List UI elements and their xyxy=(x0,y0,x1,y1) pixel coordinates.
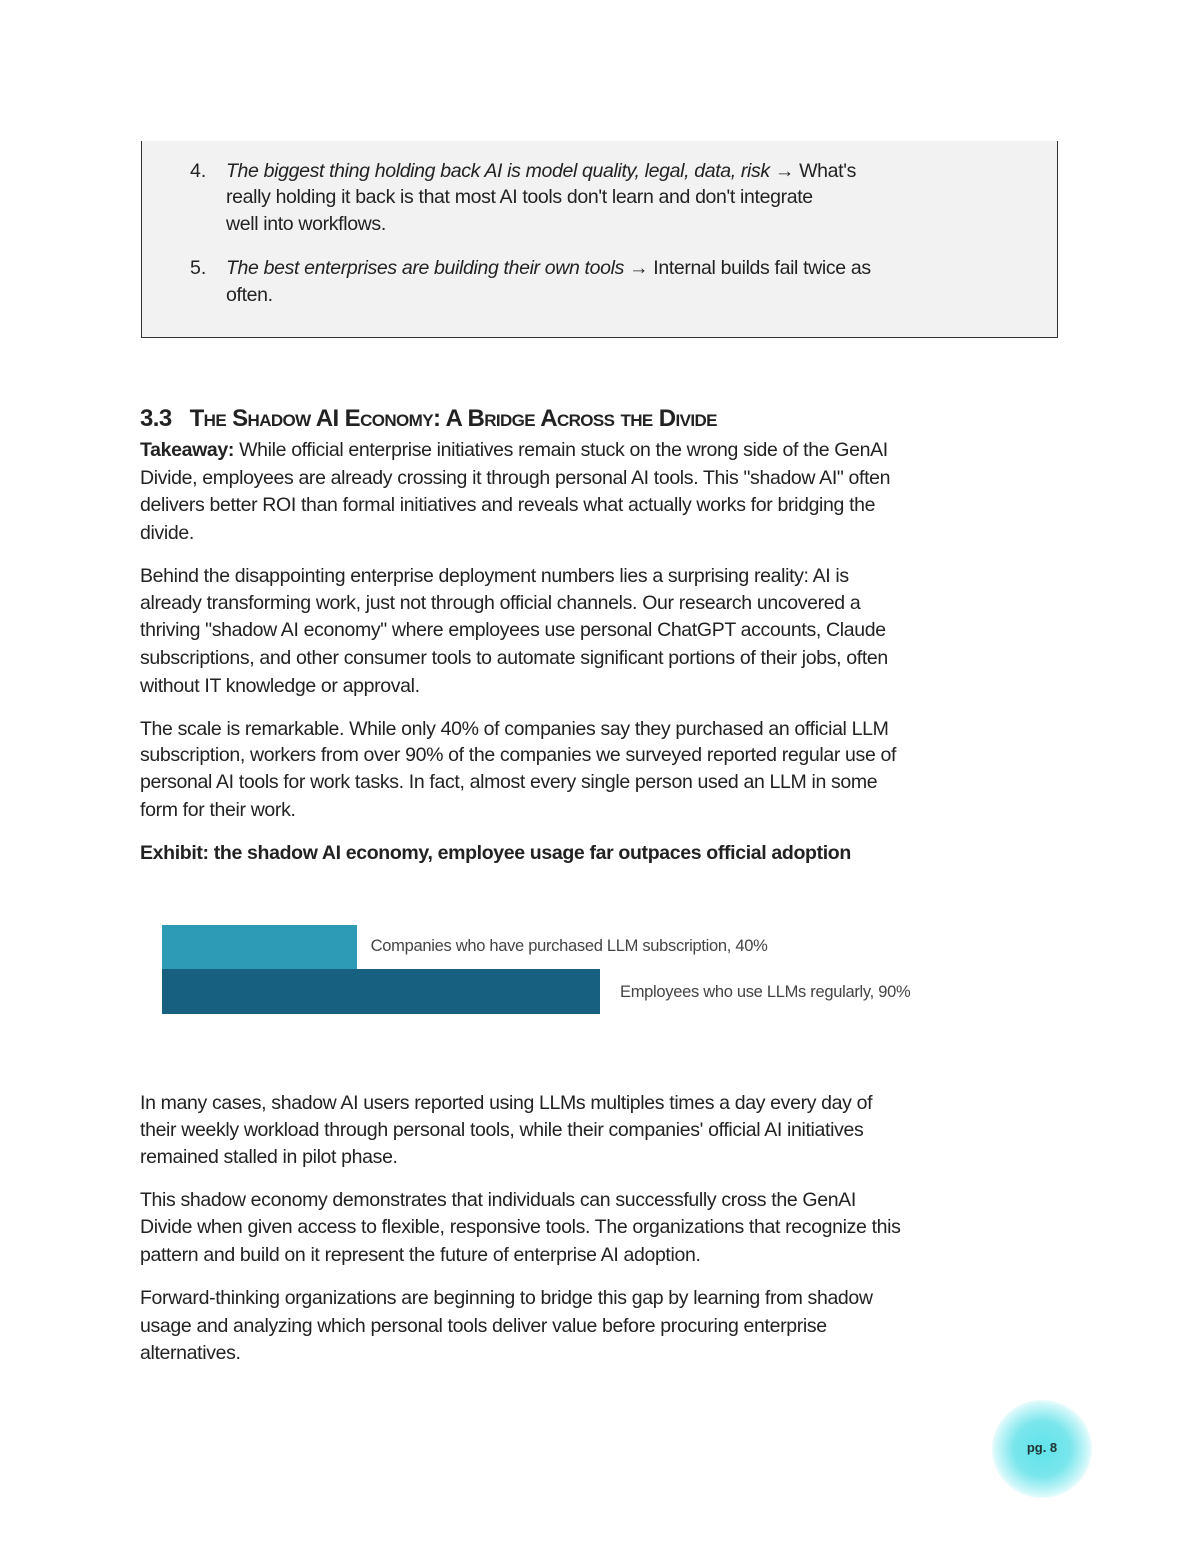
body-line: The scale is remarkable. While only 40% … xyxy=(140,718,889,740)
takeaway-line: delivers better ROI than formal initiati… xyxy=(140,494,876,516)
list-item-line: The best enterprises are building their … xyxy=(226,256,871,280)
body-line: subscription, workers from over 90% of t… xyxy=(140,744,897,766)
exhibit-title: Exhibit: the shadow AI economy, employee… xyxy=(140,842,851,864)
body-line: subscriptions, and other consumer tools … xyxy=(140,647,888,669)
body-line: Divide when given access to flexible, re… xyxy=(140,1216,901,1238)
list-number: 4. xyxy=(190,160,207,182)
body-line: personal AI tools for work tasks. In fac… xyxy=(140,771,878,793)
section-number: 3.3 xyxy=(140,405,172,432)
bar-companies-purchased xyxy=(162,925,357,970)
takeaway-line: divide. xyxy=(140,522,194,544)
body-line: pattern and build on it represent the fu… xyxy=(140,1244,701,1266)
body-line: usage and analyzing which personal tools… xyxy=(140,1315,827,1337)
page-number: pg. 8 xyxy=(1026,1440,1058,1455)
takeaway-line: Divide, employees are already crossing i… xyxy=(140,467,891,489)
body-line: remained stalled in pilot phase. xyxy=(140,1146,398,1168)
section-heading: 3.3 The Shadow AI Economy: A Bridge Acros… xyxy=(140,405,717,433)
list-item-line: well into workflows. xyxy=(226,213,386,235)
takeaway-line: Takeaway: While official enterprise init… xyxy=(140,438,888,462)
takeaway-text: While official enterprise initiatives re… xyxy=(234,439,888,461)
data-label-employees: Employees who use LLMs regularly, 90% xyxy=(620,983,911,1001)
list-item-line: often. xyxy=(226,284,273,306)
body-line: their weekly workload through personal t… xyxy=(140,1119,864,1141)
myths-callout-box: 4. The biggest thing holding back AI is … xyxy=(141,141,1058,338)
body-line: This shadow economy demonstrates that in… xyxy=(140,1189,856,1211)
reality-text: → What's xyxy=(769,160,857,182)
section-title: The Shadow AI Economy: A Bridge Across t… xyxy=(189,405,718,432)
reality-text: → Internal builds fail twice as xyxy=(624,257,871,279)
bar-employees-use xyxy=(162,969,600,1014)
list-item-line: The biggest thing holding back AI is mod… xyxy=(226,159,856,183)
myth-text: The best enterprises are building their … xyxy=(226,257,624,279)
body-line: Behind the disappointing enterprise depl… xyxy=(140,565,849,587)
data-label-companies: Companies who have purchased LLM subscri… xyxy=(370,937,768,955)
body-line: In many cases, shadow AI users reported … xyxy=(140,1092,873,1114)
body-line: without IT knowledge or approval. xyxy=(140,675,420,697)
myth-text: The biggest thing holding back AI is mod… xyxy=(226,160,770,182)
body-line: alternatives. xyxy=(140,1342,241,1364)
body-line: form for their work. xyxy=(140,799,296,821)
body-line: thriving "shadow AI economy" where emplo… xyxy=(140,619,886,641)
list-item-line: really holding it back is that most AI t… xyxy=(226,186,813,208)
page-number-badge: pg. 8 xyxy=(992,1400,1092,1498)
takeaway-label: Takeaway: xyxy=(140,439,235,461)
body-line: already transforming work, just not thro… xyxy=(140,592,861,614)
body-line: Forward-thinking organizations are begin… xyxy=(140,1287,873,1309)
list-number: 5. xyxy=(190,257,207,279)
